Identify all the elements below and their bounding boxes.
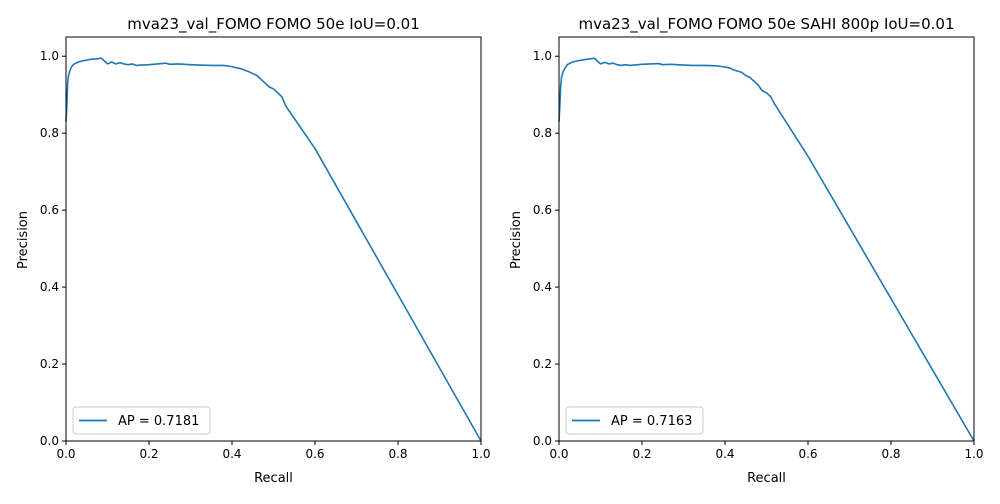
legend: AP = 0.7163 (565, 406, 704, 435)
legend-box (72, 406, 211, 435)
x-tick-label: 0.8 (881, 447, 900, 461)
y-tick-label: 0.6 (533, 203, 552, 217)
x-tick-label: 0.8 (388, 447, 407, 461)
x-tick-label: 1.0 (964, 447, 983, 461)
plot-area: 0.0 0.2 0.4 0.6 0.8 1.0 0.0 0.2 0.4 0.6 0.8 1.0 AP =… (40, 36, 491, 461)
x-tick-label: 0.0 (56, 447, 75, 461)
x-tick-label: 0.2 (139, 447, 158, 461)
legend-label: AP = 0.7181 (118, 414, 199, 429)
y-tick-label: 1.0 (40, 49, 59, 63)
axes-frame (65, 36, 482, 442)
plot-area: 0.0 0.2 0.4 0.6 0.8 1.0 0.0 0.2 0.4 0.6 0.8 1.0 AP =… (533, 36, 984, 461)
series-line (558, 57, 975, 442)
legend-label: AP = 0.7163 (611, 414, 692, 429)
y-tick-label: 0.6 (40, 203, 59, 217)
x-tick-label: 0.2 (632, 447, 651, 461)
x-tick-label: 0.4 (222, 447, 241, 461)
axes-frame (558, 36, 975, 442)
y-tick-label: 0.4 (533, 280, 552, 294)
y-tick-label: 0.0 (40, 434, 59, 448)
x-tick-label: 0.6 (798, 447, 817, 461)
x-axis-label: Recall (747, 471, 786, 486)
y-tick-label: 0.2 (40, 357, 59, 371)
series-line (65, 57, 482, 442)
x-tick-label: 1.0 (471, 447, 490, 461)
y-tick-label: 0.8 (40, 126, 59, 140)
chart-panel-left: mva23_val_FOMO FOMO 50e IoU=0.01 0.0 0.2 0… (16, 15, 491, 486)
x-tick-label: 0.6 (305, 447, 324, 461)
x-tick-label: 0.4 (715, 447, 734, 461)
x-tick-label: 0.0 (549, 447, 568, 461)
y-tick-label: 0.2 (533, 357, 552, 371)
x-axis-label: Recall (254, 471, 293, 486)
chart-panel-right: mva23_val_FOMO FOMO 50e SAHI 800p IoU=0.… (509, 15, 984, 486)
y-tick-label: 0.4 (40, 280, 59, 294)
legend-box (565, 406, 704, 435)
chart-title: mva23_val_FOMO FOMO 50e SAHI 800p IoU=0.… (579, 15, 955, 34)
y-tick-label: 0.8 (533, 126, 552, 140)
chart-title: mva23_val_FOMO FOMO 50e IoU=0.01 (127, 15, 420, 34)
y-axis-label: Precision (16, 211, 31, 269)
y-tick-label: 0.0 (533, 434, 552, 448)
legend: AP = 0.7181 (72, 406, 211, 435)
y-tick-label: 1.0 (533, 49, 552, 63)
y-axis-label: Precision (509, 211, 524, 269)
